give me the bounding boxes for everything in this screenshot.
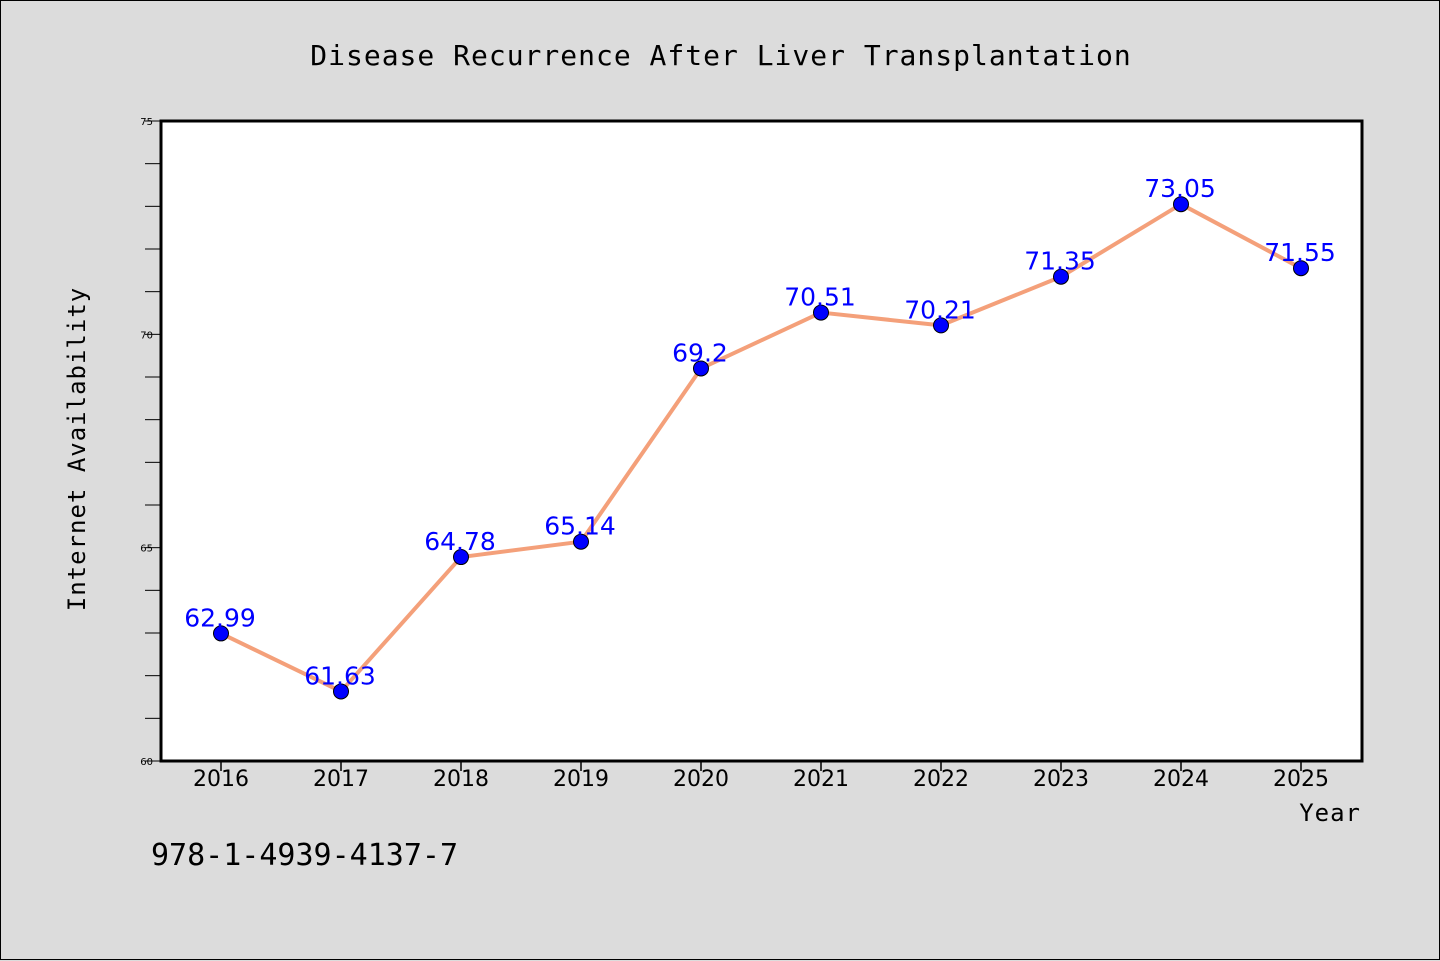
data-label-2018: 64.78 — [424, 527, 496, 556]
data-label-2016: 62.99 — [184, 603, 256, 632]
data-point-2020 — [693, 360, 709, 377]
data-point-2018 — [453, 549, 469, 566]
x-tick-label: 2024 — [1153, 767, 1209, 792]
footnote-isbn: 978-1-4939-4137-7 — [151, 838, 458, 873]
data-label-2021: 70.51 — [784, 283, 856, 312]
data-point-2025 — [1293, 260, 1309, 277]
x-tick-label: 2021 — [793, 767, 849, 792]
x-tick-label: 2023 — [1033, 767, 1089, 792]
x-axis-label: Year — [1299, 799, 1361, 827]
data-label-2017: 61.63 — [304, 661, 376, 690]
data-labels: 62.99 61.63 64.78 65.14 69.2 70.51 70.21 71.35 7… — [184, 174, 1336, 690]
x-tick-label: 2025 — [1273, 767, 1329, 792]
y-axis-label: Internet Availability — [63, 287, 91, 611]
data-point-2019 — [573, 533, 589, 550]
data-markers — [213, 196, 1309, 700]
y-tick-label: 60 — [140, 757, 153, 768]
x-tick-label: 2016 — [193, 767, 249, 792]
data-point-2024 — [1173, 196, 1189, 213]
y-tick-label: 70 — [140, 330, 153, 341]
y-axis: 60 65 70 75 — [140, 117, 161, 768]
x-axis: 2016 2017 2018 2019 2020 2021 2022 2023 2024 2025 — [193, 761, 1329, 792]
data-point-2016 — [213, 625, 229, 642]
x-tick-label: 2018 — [433, 767, 489, 792]
data-label-2022: 70.21 — [904, 295, 976, 324]
chart-title: Disease Recurrence After Liver Transplan… — [310, 39, 1131, 72]
x-tick-label: 2017 — [313, 767, 369, 792]
x-tick-label: 2022 — [913, 767, 969, 792]
y-tick-label: 65 — [140, 544, 153, 555]
x-tick-label: 2020 — [673, 767, 729, 792]
data-label-2020: 69.2 — [672, 338, 728, 367]
data-label-2024: 73.05 — [1144, 174, 1216, 203]
data-point-2017 — [333, 683, 349, 700]
y-tick-label: 75 — [140, 117, 153, 128]
data-point-2022 — [933, 317, 949, 334]
plot-area — [159, 119, 1364, 763]
x-tick-label: 2019 — [553, 767, 609, 792]
data-point-2023 — [1053, 268, 1069, 285]
data-label-2023: 71.35 — [1024, 247, 1096, 276]
data-label-2025: 71.55 — [1264, 238, 1336, 267]
series-line — [220, 202, 1302, 694]
data-point-2021 — [813, 304, 829, 321]
data-label-2019: 65.14 — [544, 512, 616, 541]
